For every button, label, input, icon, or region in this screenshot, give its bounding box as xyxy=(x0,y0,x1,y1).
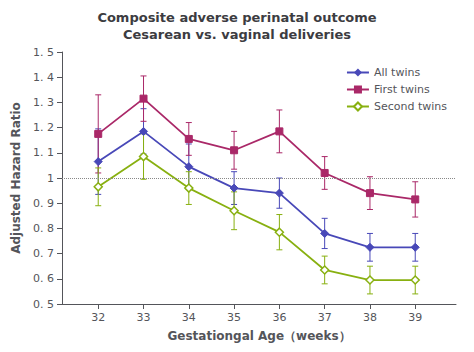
svg-text:39: 39 xyxy=(408,311,422,324)
svg-text:38: 38 xyxy=(363,311,377,324)
svg-text:Composite adverse perinatal ou: Composite adverse perinatal outcome xyxy=(97,10,376,25)
svg-text:35: 35 xyxy=(227,311,241,324)
svg-text:1. 4: 1. 4 xyxy=(33,71,54,84)
svg-text:34: 34 xyxy=(182,311,196,324)
svg-text:Cesarean vs. vaginal deliverie: Cesarean vs. vaginal deliveries xyxy=(123,27,351,42)
svg-text:Adjusted Hazard Ratio: Adjusted Hazard Ratio xyxy=(9,102,23,254)
svg-text:0. 8: 0. 8 xyxy=(33,222,54,235)
svg-text:All twins: All twins xyxy=(374,66,420,79)
svg-text:1. 1: 1. 1 xyxy=(33,146,54,159)
svg-text:0. 5: 0. 5 xyxy=(33,298,54,311)
svg-text:Gestationgal Age（weeks）: Gestationgal Age（weeks） xyxy=(167,329,350,343)
svg-text:Second twins: Second twins xyxy=(374,100,447,113)
svg-text:1. 5: 1. 5 xyxy=(33,46,54,59)
svg-text:0. 6: 0. 6 xyxy=(33,272,54,285)
svg-text:37: 37 xyxy=(318,311,332,324)
svg-text:1. 2: 1. 2 xyxy=(33,121,54,134)
svg-text:0. 7: 0. 7 xyxy=(33,247,54,260)
svg-text:First twins: First twins xyxy=(374,83,430,96)
svg-text:1. 3: 1. 3 xyxy=(33,96,54,109)
svg-text:0. 9: 0. 9 xyxy=(33,197,54,210)
svg-text:1: 1 xyxy=(47,172,54,185)
svg-text:32: 32 xyxy=(91,311,105,324)
svg-text:33: 33 xyxy=(137,311,151,324)
svg-text:36: 36 xyxy=(272,311,286,324)
